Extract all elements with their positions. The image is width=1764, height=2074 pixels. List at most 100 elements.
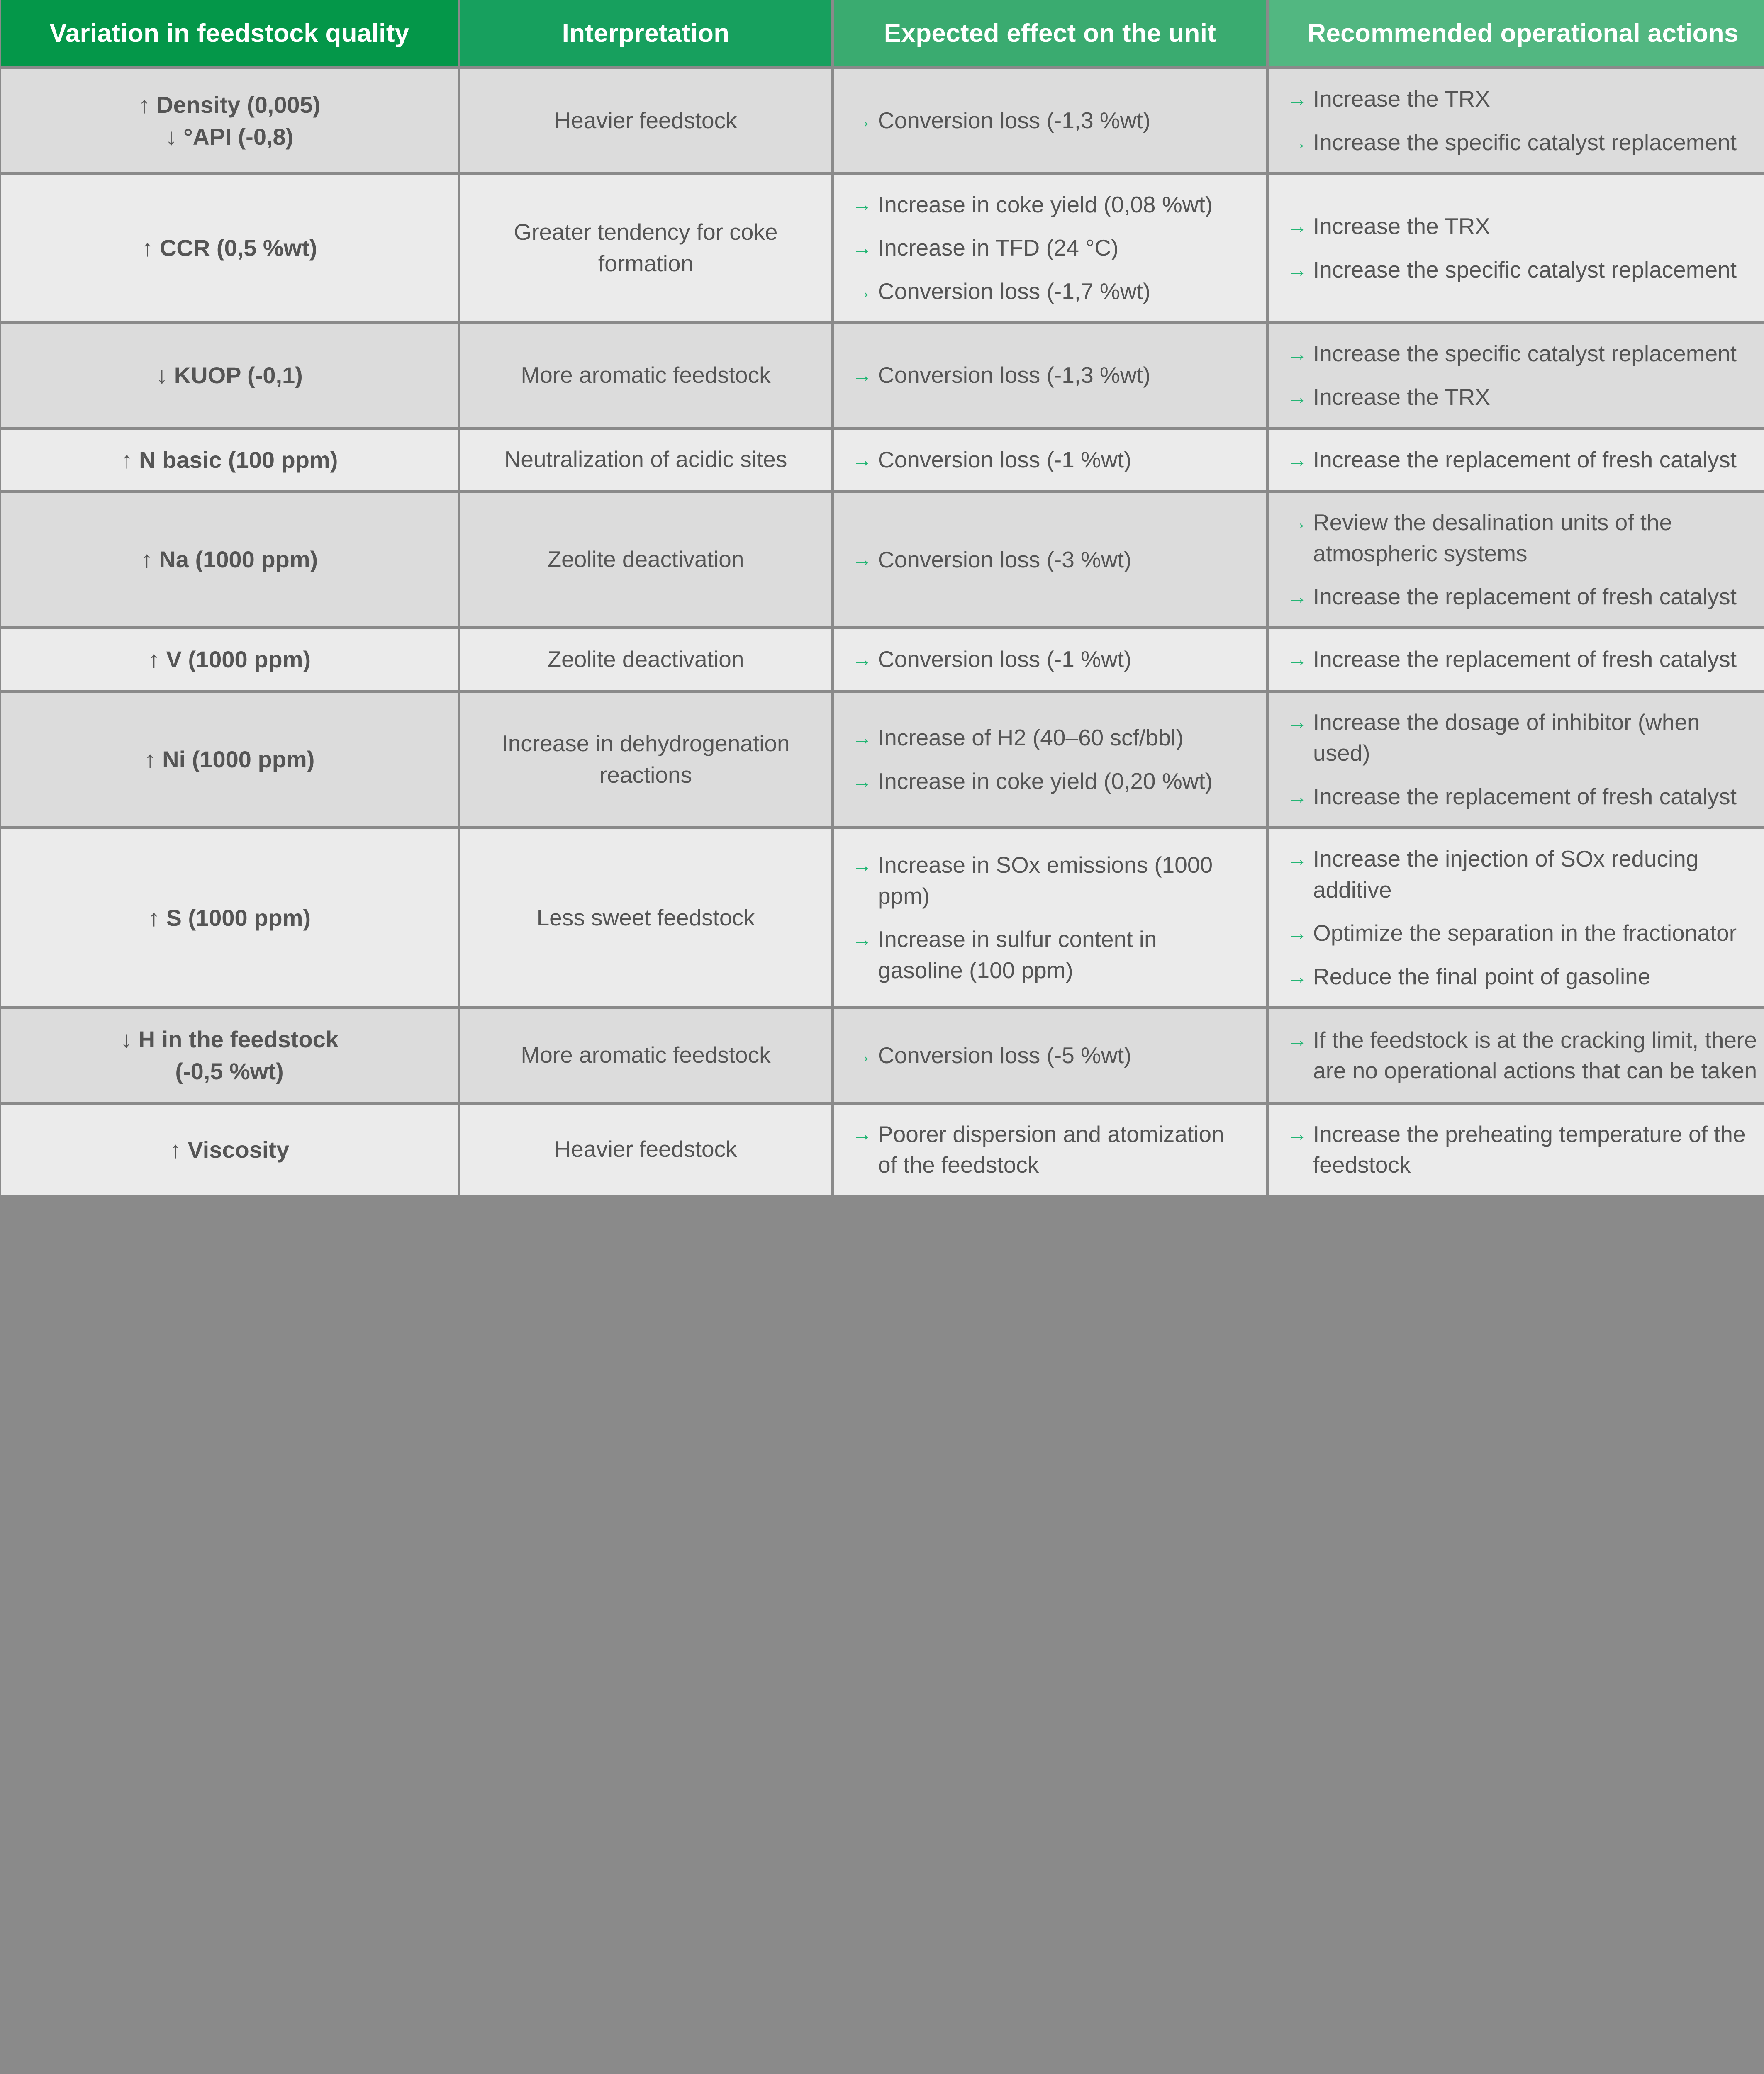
- list-item-label: Optimize the separation in the fractiona…: [1313, 920, 1737, 946]
- list-item-label: Increase of H2 (40–60 scf/bbl): [878, 724, 1184, 750]
- actions-list: → Increase the TRX → Increase the specific …: [1287, 83, 1759, 158]
- arrow-bullet-icon: →: [1287, 848, 1307, 870]
- cell-expected-effect: → Increase in SOx emissions (1000 ppm) → In…: [834, 829, 1266, 1007]
- arrow-bullet-icon: →: [1287, 343, 1307, 365]
- arrow-bullet-icon: →: [1287, 1123, 1307, 1146]
- arrow-bullet-icon: →: [1287, 1029, 1307, 1052]
- list-item: → Conversion loss (-1 %wt): [852, 644, 1248, 675]
- cell-recommended-actions: → Review the desalination units of the at…: [1269, 492, 1764, 627]
- list-item: → Increase the replacement of fresh catal…: [1287, 444, 1759, 475]
- cell-recommended-actions: → Increase the injection of SOx reducing …: [1269, 829, 1764, 1007]
- cell-recommended-actions: → Increase the specific catalyst replacem…: [1269, 324, 1764, 427]
- effect-list: → Increase in coke yield (0,08 %wt) → Incre…: [852, 189, 1248, 307]
- list-item: → Increase the replacement of fresh catal…: [1287, 781, 1759, 812]
- arrow-bullet-icon: →: [852, 929, 872, 951]
- arrow-bullet-icon: →: [852, 1123, 872, 1146]
- cell-expected-effect: → Conversion loss (-1,3 %wt): [834, 69, 1266, 172]
- list-item-label: Increase the injection of SOx reducing a…: [1313, 845, 1699, 903]
- arrow-bullet-icon: →: [1287, 586, 1307, 609]
- table-row: ↑ CCR (0,5 %wt) Greater tendency for coke…: [1, 175, 1764, 321]
- cell-interpretation: Greater tendency for coke formation: [460, 175, 831, 321]
- list-item: → Increase in sulfur content in gasoline …: [852, 924, 1248, 986]
- table-row: ↑ S (1000 ppm) Less sweet feedstock → Incre…: [1, 829, 1764, 1007]
- table-row: ↓ H in the feedstock (-0,5 %wt) More arom…: [1, 1009, 1764, 1102]
- cell-expected-effect: → Conversion loss (-1 %wt): [834, 429, 1266, 490]
- feedstock-quality-table: Variation in feedstock quality Interpret…: [1, 0, 1764, 1195]
- column-header-actions: Recommended operational actions: [1269, 0, 1764, 66]
- list-item: → Increase in coke yield (0,08 %wt): [852, 189, 1248, 220]
- arrow-bullet-icon: →: [1287, 449, 1307, 471]
- cell-recommended-actions: → If the feedstock is at the cracking lim…: [1269, 1009, 1764, 1102]
- list-item: → Increase the injection of SOx reducing …: [1287, 843, 1759, 906]
- cell-recommended-actions: → Increase the TRX → Increase the specific …: [1269, 175, 1764, 321]
- actions-list: → Increase the specific catalyst replacem…: [1287, 338, 1759, 413]
- actions-list: → Increase the preheating temperature of …: [1287, 1119, 1759, 1181]
- list-item-label: Increase in coke yield (0,08 %wt): [878, 191, 1213, 217]
- cell-interpretation: Zeolite deactivation: [460, 492, 831, 627]
- effect-list: → Conversion loss (-1 %wt): [852, 644, 1248, 675]
- effect-list: → Increase of H2 (40–60 scf/bbl) → Increase…: [852, 722, 1248, 797]
- list-item-label: Increase in SOx emissions (1000 ppm): [878, 852, 1213, 909]
- header-row: Variation in feedstock quality Interpret…: [1, 0, 1764, 66]
- table-row: ↑ V (1000 ppm) Zeolite deactivation → Conve…: [1, 629, 1764, 690]
- arrow-bullet-icon: →: [852, 549, 872, 571]
- actions-list: → Increase the replacement of fresh catal…: [1287, 644, 1759, 675]
- cell-variation: ↑ N basic (100 ppm): [1, 429, 458, 490]
- cell-expected-effect: → Increase in coke yield (0,08 %wt) → Incre…: [834, 175, 1266, 321]
- arrow-bullet-icon: →: [852, 449, 872, 471]
- list-item: → Review the desalination units of the at…: [1287, 507, 1759, 569]
- column-header-variation: Variation in feedstock quality: [1, 0, 458, 66]
- list-item-label: Conversion loss (-1,7 %wt): [878, 278, 1151, 304]
- list-item-label: Conversion loss (-1,3 %wt): [878, 107, 1151, 134]
- cell-interpretation: More aromatic feedstock: [460, 324, 831, 427]
- cell-recommended-actions: → Increase the dosage of inhibitor (when …: [1269, 692, 1764, 826]
- arrow-bullet-icon: →: [852, 365, 872, 387]
- effect-list: → Conversion loss (-1,3 %wt): [852, 105, 1248, 136]
- table-body: ↑ Density (0,005) ↓ °API (-0,8) Heavier f…: [1, 69, 1764, 1195]
- cell-variation: ↑ Density (0,005) ↓ °API (-0,8): [1, 69, 458, 172]
- effect-list: → Conversion loss (-1,3 %wt): [852, 360, 1248, 391]
- arrow-bullet-icon: →: [852, 854, 872, 876]
- list-item: → Increase of H2 (40–60 scf/bbl): [852, 722, 1248, 753]
- arrow-bullet-icon: →: [852, 1044, 872, 1067]
- list-item-label: Increase the TRX: [1313, 384, 1490, 410]
- list-item: → Conversion loss (-5 %wt): [852, 1040, 1248, 1071]
- arrow-bullet-icon: →: [852, 237, 872, 260]
- actions-list: → Increase the TRX → Increase the specific …: [1287, 211, 1759, 285]
- list-item-label: Increase in TFD (24 °C): [878, 235, 1119, 261]
- arrow-bullet-icon: →: [1287, 131, 1307, 154]
- cell-variation: ↑ S (1000 ppm): [1, 829, 458, 1007]
- list-item-label: Conversion loss (-5 %wt): [878, 1042, 1132, 1068]
- arrow-bullet-icon: →: [1287, 386, 1307, 409]
- table-row: ↑ Density (0,005) ↓ °API (-0,8) Heavier f…: [1, 69, 1764, 172]
- list-item-label: Conversion loss (-1,3 %wt): [878, 362, 1151, 388]
- list-item: → Increase the TRX: [1287, 382, 1759, 413]
- table-row: ↓ KUOP (-0,1) More aromatic feedstock → Con…: [1, 324, 1764, 427]
- list-item: → Increase the specific catalyst replacem…: [1287, 127, 1759, 158]
- arrow-bullet-icon: →: [1287, 511, 1307, 534]
- list-item-label: Increase the TRX: [1313, 86, 1490, 112]
- list-item: → Optimize the separation in the fraction…: [1287, 918, 1759, 949]
- cell-variation: ↓ KUOP (-0,1): [1, 324, 458, 427]
- list-item-label: Increase the preheating temperature of t…: [1313, 1121, 1746, 1178]
- arrow-bullet-icon: →: [852, 770, 872, 793]
- actions-list: → If the feedstock is at the cracking lim…: [1287, 1025, 1759, 1087]
- list-item: → Increase the preheating temperature of …: [1287, 1119, 1759, 1181]
- cell-recommended-actions: → Increase the TRX → Increase the specific …: [1269, 69, 1764, 172]
- effect-list: → Conversion loss (-1 %wt): [852, 444, 1248, 475]
- list-item-label: Increase the specific catalyst replaceme…: [1313, 340, 1737, 366]
- list-item: → Increase the dosage of inhibitor (when …: [1287, 707, 1759, 769]
- list-item: → Increase in coke yield (0,20 %wt): [852, 766, 1248, 797]
- list-item: → Conversion loss (-3 %wt): [852, 544, 1248, 575]
- cell-recommended-actions: → Increase the replacement of fresh catal…: [1269, 429, 1764, 490]
- list-item-label: Conversion loss (-3 %wt): [878, 546, 1132, 572]
- list-item-label: Increase the specific catalyst replaceme…: [1313, 129, 1737, 155]
- list-item-label: Conversion loss (-1 %wt): [878, 646, 1132, 672]
- cell-variation: ↑ Na (1000 ppm): [1, 492, 458, 627]
- list-item: → Conversion loss (-1,3 %wt): [852, 105, 1248, 136]
- list-item-label: Review the desalination units of the atm…: [1313, 509, 1672, 566]
- list-item-label: Increase the replacement of fresh cataly…: [1313, 584, 1737, 610]
- cell-interpretation: Heavier feedstock: [460, 69, 831, 172]
- arrow-bullet-icon: →: [1287, 966, 1307, 988]
- list-item: → Increase the replacement of fresh catal…: [1287, 644, 1759, 675]
